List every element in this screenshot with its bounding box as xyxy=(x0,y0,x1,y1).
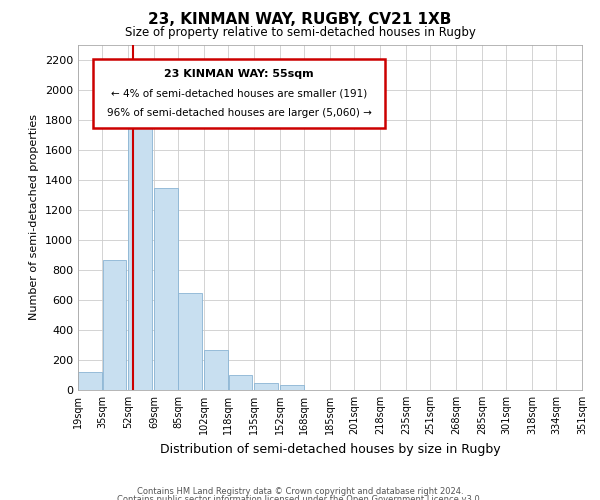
Text: Contains public sector information licensed under the Open Government Licence v3: Contains public sector information licen… xyxy=(118,495,482,500)
Bar xyxy=(103,260,127,390)
Bar xyxy=(204,350,228,390)
Text: Contains HM Land Registry data © Crown copyright and database right 2024.: Contains HM Land Registry data © Crown c… xyxy=(137,488,463,496)
Bar xyxy=(128,126,152,390)
Bar xyxy=(280,385,304,390)
Bar xyxy=(78,372,102,390)
Text: 23 KINMAN WAY: 55sqm: 23 KINMAN WAY: 55sqm xyxy=(164,69,314,79)
Bar xyxy=(178,293,202,390)
Text: Size of property relative to semi-detached houses in Rugby: Size of property relative to semi-detach… xyxy=(125,26,475,39)
Text: 96% of semi-detached houses are larger (5,060) →: 96% of semi-detached houses are larger (… xyxy=(107,108,372,118)
Y-axis label: Number of semi-detached properties: Number of semi-detached properties xyxy=(29,114,40,320)
Bar xyxy=(254,382,278,390)
FancyBboxPatch shape xyxy=(93,59,385,128)
X-axis label: Distribution of semi-detached houses by size in Rugby: Distribution of semi-detached houses by … xyxy=(160,442,500,456)
Bar xyxy=(229,375,253,390)
Text: ← 4% of semi-detached houses are smaller (191): ← 4% of semi-detached houses are smaller… xyxy=(111,88,367,99)
Text: 23, KINMAN WAY, RUGBY, CV21 1XB: 23, KINMAN WAY, RUGBY, CV21 1XB xyxy=(148,12,452,28)
Bar xyxy=(154,188,178,390)
